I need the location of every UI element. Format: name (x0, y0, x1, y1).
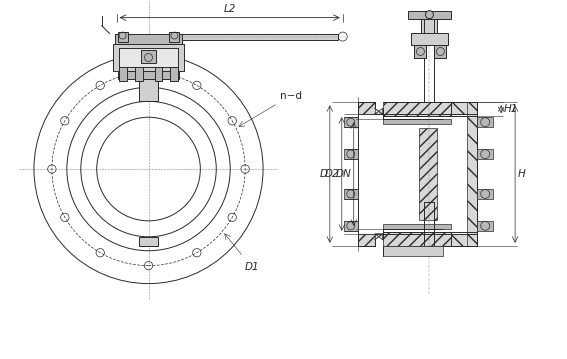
Bar (119, 67, 126, 81)
Bar (421, 19, 437, 33)
Bar (420, 128, 437, 220)
Bar (170, 32, 179, 42)
Bar (183, 34, 338, 39)
Text: L2: L2 (223, 4, 236, 14)
Text: D2: D2 (325, 169, 340, 179)
Bar (344, 189, 358, 199)
Bar (141, 50, 156, 64)
Bar (117, 32, 128, 42)
Bar (383, 232, 451, 246)
Bar (477, 189, 493, 199)
Bar (344, 149, 358, 159)
Bar (134, 67, 142, 81)
Polygon shape (451, 234, 471, 246)
Bar (477, 149, 493, 159)
Bar (115, 34, 183, 43)
Polygon shape (358, 234, 375, 246)
Bar (383, 224, 451, 229)
Bar (414, 45, 426, 59)
Bar (467, 102, 477, 246)
Bar (344, 221, 358, 231)
Bar (344, 117, 358, 127)
Text: D1: D1 (245, 262, 260, 272)
Bar (138, 237, 159, 246)
Bar (383, 246, 443, 256)
Polygon shape (375, 108, 383, 114)
Bar (113, 43, 184, 71)
Bar (383, 102, 451, 116)
Bar (408, 11, 451, 19)
Circle shape (425, 11, 433, 19)
Bar (171, 67, 179, 81)
Bar (119, 47, 179, 67)
Polygon shape (358, 102, 375, 114)
Bar (117, 71, 179, 79)
Text: H: H (518, 169, 526, 179)
Bar (411, 33, 448, 45)
Text: DN: DN (336, 169, 352, 179)
Bar (434, 45, 446, 59)
Bar (477, 221, 493, 231)
Polygon shape (375, 234, 383, 240)
Bar (383, 119, 451, 124)
Bar (154, 67, 163, 81)
Text: H1: H1 (504, 104, 518, 114)
Text: n−d: n−d (280, 91, 302, 101)
Bar (477, 117, 493, 127)
Text: D: D (320, 169, 328, 179)
Polygon shape (451, 102, 471, 114)
Bar (138, 79, 159, 101)
